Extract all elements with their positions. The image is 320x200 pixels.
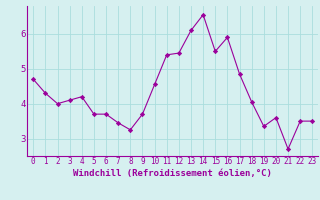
X-axis label: Windchill (Refroidissement éolien,°C): Windchill (Refroidissement éolien,°C) <box>73 169 272 178</box>
